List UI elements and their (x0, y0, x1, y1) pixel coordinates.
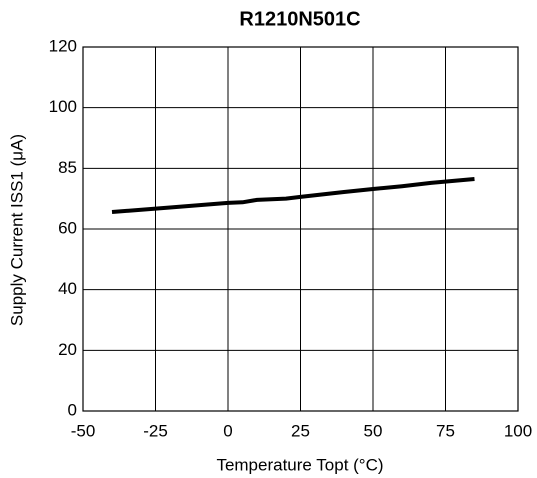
x-tick-label: 0 (223, 421, 232, 440)
y-axis-label: Supply Current ISS1 (μA) (7, 134, 26, 326)
y-tick-label: 120 (49, 36, 77, 55)
y-tick-label: 85 (58, 158, 77, 177)
y-tick-label: 0 (68, 400, 77, 419)
x-tick-label: -50 (71, 421, 96, 440)
x-axis-label: Temperature Topt (°C) (216, 455, 383, 474)
x-tick-label: 100 (504, 421, 532, 440)
y-tick-label: 60 (58, 218, 77, 237)
x-tick-label: -25 (143, 421, 168, 440)
y-tick-label: 100 (49, 97, 77, 116)
x-tick-label: 25 (291, 421, 310, 440)
x-tick-label: 50 (364, 421, 383, 440)
chart-title: R1210N501C (239, 8, 360, 30)
data-line (111, 176, 475, 215)
y-tick-label: 20 (58, 340, 77, 359)
y-tick-label: 40 (58, 279, 77, 298)
x-tick-label: 75 (436, 421, 455, 440)
